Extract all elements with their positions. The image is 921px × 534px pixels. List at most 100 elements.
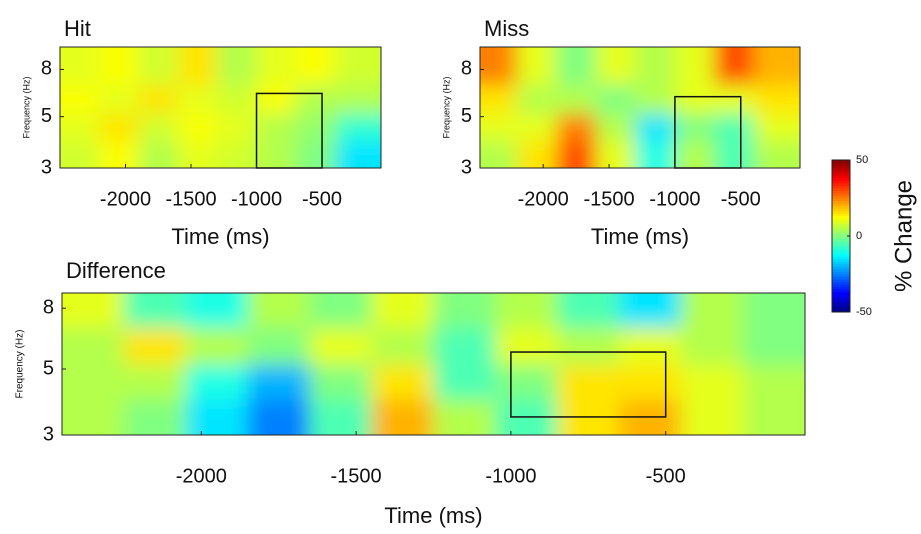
heatmap-cell	[99, 83, 140, 114]
y-tick-label: 5	[41, 105, 52, 127]
box	[674, 95, 742, 169]
colorbar-step	[832, 236, 850, 240]
colorbar-step	[832, 251, 850, 255]
heatmap-cell	[674, 112, 716, 141]
colorbar-step	[832, 210, 850, 214]
heatmap-cell	[595, 83, 637, 114]
colorbar-step	[832, 223, 850, 227]
colorbar-step	[832, 284, 850, 288]
heatmap-cell	[714, 47, 755, 85]
x-tick-label: -500	[646, 465, 686, 487]
heatmap-cell	[60, 139, 101, 168]
heatmap-cell	[480, 47, 518, 85]
colorbar-step	[832, 182, 850, 186]
heatmap-cell	[743, 293, 805, 328]
heatmap-cell	[123, 364, 187, 400]
heatmap-cell	[335, 112, 381, 141]
heatmap-cell	[256, 139, 297, 168]
heatmap-cell	[480, 112, 518, 141]
colorbar-step	[832, 268, 850, 272]
heatmap-cell	[62, 326, 125, 365]
colorbar-step	[832, 261, 850, 265]
y-tick-label: 3	[41, 156, 52, 178]
heatmap-cell	[743, 326, 805, 365]
y-axis-label: Frequency (Hz)	[441, 76, 451, 138]
heatmap-cell	[480, 139, 518, 168]
heatmap-cell	[595, 47, 637, 85]
y-tick-label: 8	[461, 58, 472, 80]
colorbar-step	[832, 192, 850, 196]
colorbar-step	[832, 276, 850, 280]
heatmap-cell	[295, 139, 337, 168]
heatmap-cell	[681, 293, 745, 328]
colorbar-step	[832, 299, 850, 303]
heatmap-cell	[495, 364, 559, 400]
heatmap-cell	[495, 293, 559, 328]
y-axis-label: Frequency (Hz)	[21, 76, 31, 138]
heatmap-cell	[309, 364, 373, 400]
colorbar-step	[832, 160, 850, 164]
heatmap-cell	[516, 83, 558, 114]
colorbar-step	[832, 205, 850, 209]
heatmap-cell	[185, 293, 249, 328]
x-tick-label: -2000	[176, 465, 227, 487]
heatmap-cell	[681, 326, 745, 365]
heatmap-cell	[516, 47, 558, 85]
heatmap-cell	[743, 398, 805, 435]
colorbar-step	[832, 246, 850, 250]
heatmap-cell	[217, 83, 258, 114]
x-tick-label: -1000	[231, 188, 282, 210]
heatmap-cell	[60, 47, 101, 85]
heatmap-cell	[185, 326, 249, 365]
y-tick-label: 8	[41, 58, 52, 80]
heatmap-cell	[371, 326, 435, 365]
heatmap-cell	[495, 326, 559, 365]
heatmap-cell	[99, 139, 140, 168]
colorbar-step	[832, 281, 850, 285]
heatmap-cell	[495, 398, 559, 435]
heatmap-cell	[480, 83, 518, 114]
colorbar-step	[832, 195, 850, 199]
colorbar-step	[832, 172, 850, 176]
heatmap-cells	[62, 293, 805, 435]
x-axis-label: Time (ms)	[171, 224, 269, 249]
x-tick-label: -1500	[165, 188, 216, 210]
colorbar-step	[832, 162, 850, 166]
x-axis-label: Time (ms)	[384, 503, 482, 528]
heatmap-cell	[309, 326, 373, 365]
heatmap-cell	[123, 293, 187, 328]
heatmap-cell	[60, 83, 101, 114]
heatmap-cell	[177, 83, 219, 114]
heatmap-cell	[516, 139, 558, 168]
y-tick-label: 5	[461, 105, 472, 127]
heatmap-cell	[714, 83, 755, 114]
heatmap-cell	[295, 112, 337, 141]
heatmap-cell	[217, 112, 258, 141]
box	[510, 351, 667, 418]
heatmap-cell	[371, 398, 435, 435]
colorbar-step	[832, 294, 850, 298]
colorbar-step	[832, 263, 850, 267]
colorbar-label: % Change	[890, 180, 917, 292]
colorbar-step	[832, 170, 850, 174]
heatmap-cell	[557, 326, 621, 365]
heatmap-cell	[595, 112, 637, 141]
colorbar-step	[832, 220, 850, 224]
colorbar-step	[832, 187, 850, 191]
x-tick-label: -2000	[518, 188, 569, 210]
heatmap-cell	[753, 139, 800, 168]
y-tick-label: 8	[43, 297, 54, 319]
heatmap-cell	[753, 47, 800, 85]
heatmap-cell	[217, 47, 258, 85]
heatmap-cell	[177, 47, 219, 85]
colorbar-step	[832, 243, 850, 247]
heatmap-cell	[635, 139, 676, 168]
colorbar-step	[832, 165, 850, 169]
heatmap	[60, 47, 381, 168]
x-tick-label: -1500	[583, 188, 634, 210]
colorbar-step	[832, 289, 850, 293]
heatmap-cell	[635, 112, 676, 141]
heatmap-cell	[556, 83, 597, 114]
heatmap-cell	[62, 364, 125, 400]
colorbar-step	[832, 271, 850, 275]
